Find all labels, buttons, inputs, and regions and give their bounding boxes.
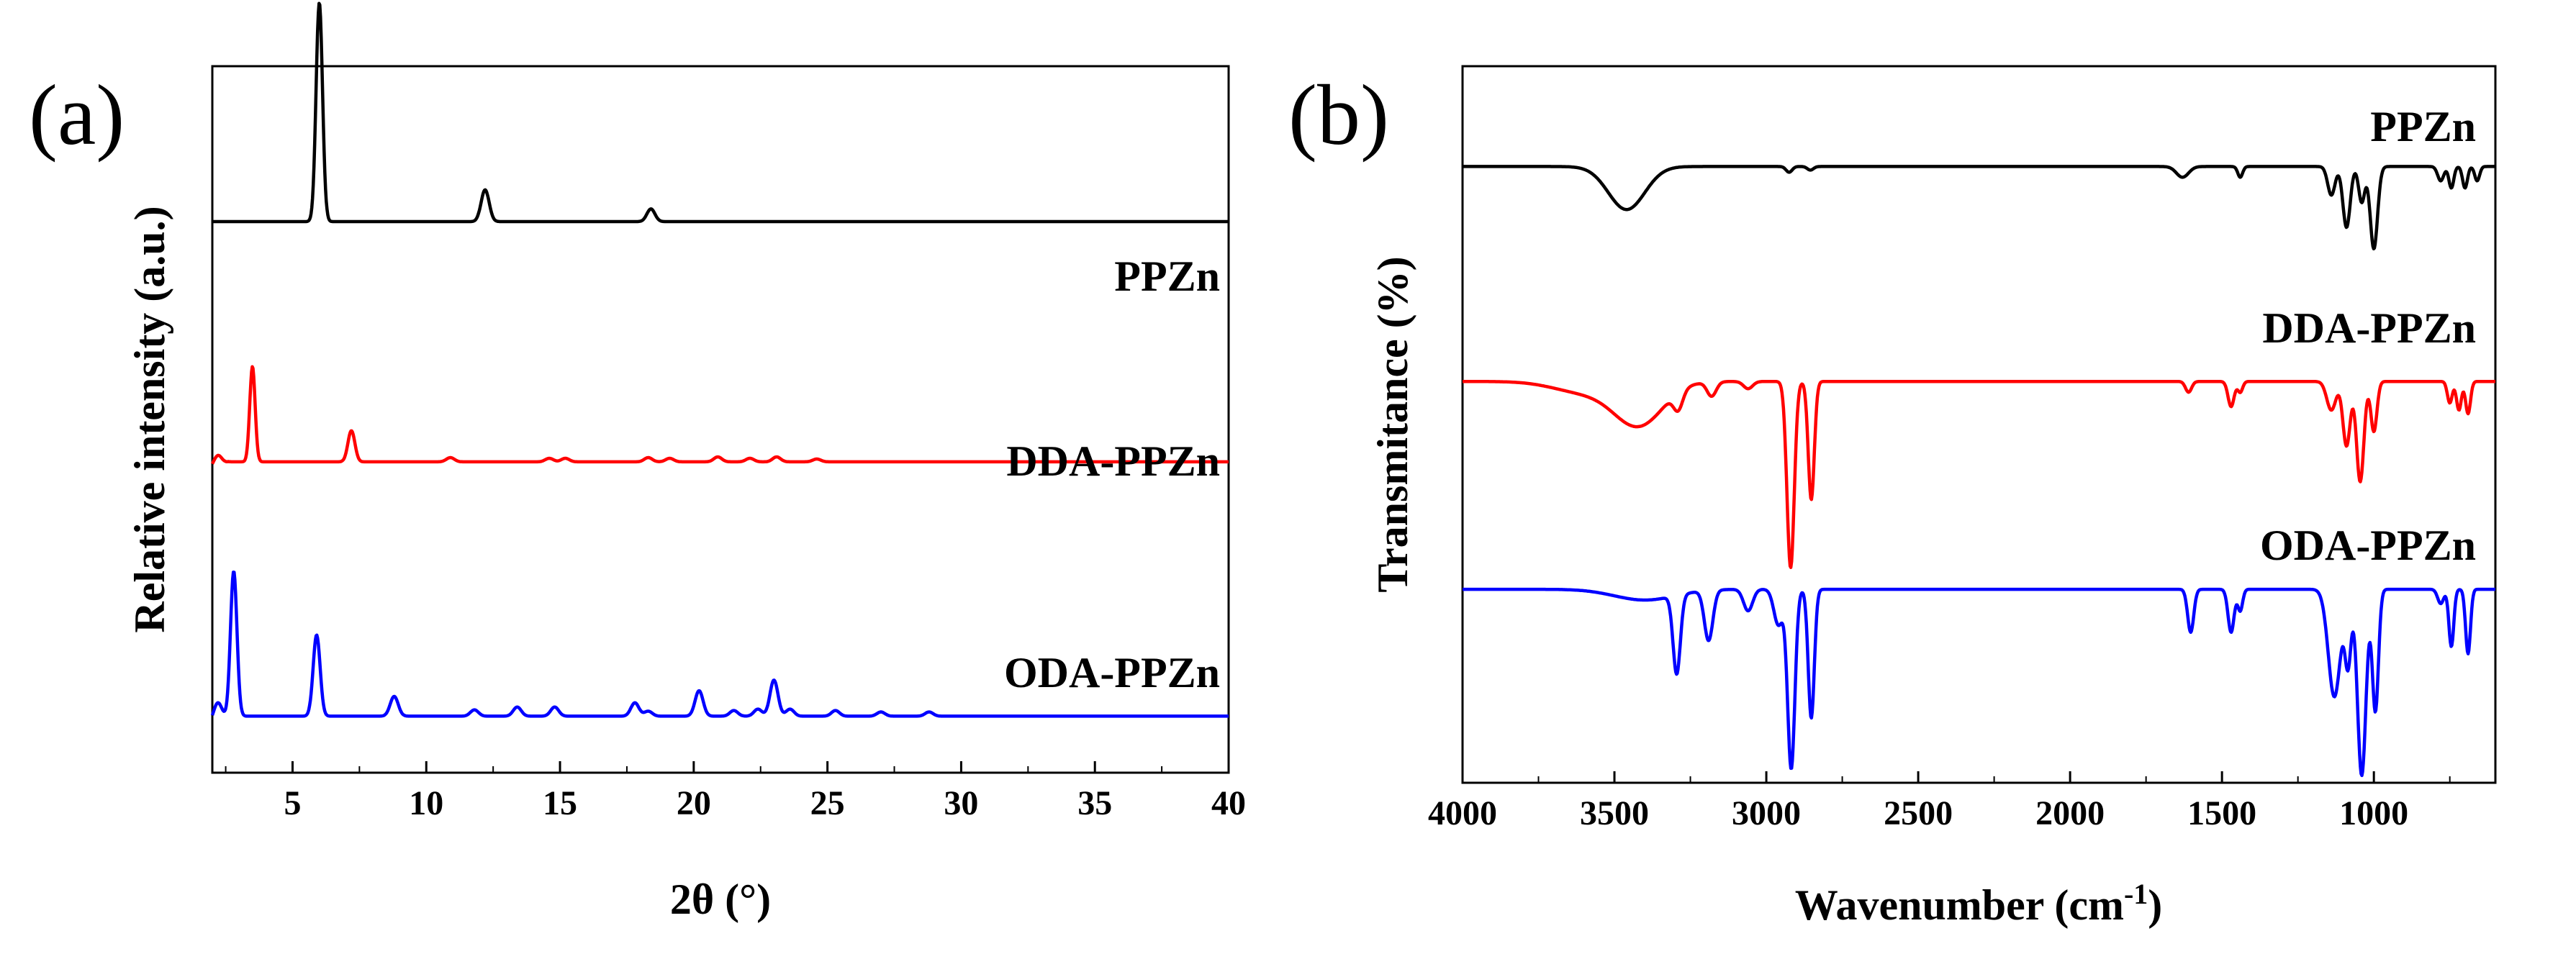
x-tick-label: 15	[543, 784, 577, 822]
panel-b-x-axis-title-main: Wavenumber (cm	[1795, 881, 2124, 929]
x-tick-label: 35	[1077, 784, 1112, 822]
panel-b-x-axis-title: Wavenumber (cm-1)	[1795, 878, 2163, 930]
panel-b-frame	[1461, 65, 2497, 784]
x-tick-label: 20	[677, 784, 711, 822]
series-label-ppzn: PPZn	[1114, 253, 1220, 300]
series-label-dda-ppzn: DDA-PPZn	[2262, 304, 2476, 352]
x-tick-label: 4000	[1428, 794, 1497, 832]
series-line-oda-ppzn	[1461, 587, 2497, 778]
x-tick-label: 5	[284, 784, 301, 822]
series-line-dda-ppzn	[211, 365, 1230, 465]
x-tick-label: 30	[944, 784, 978, 822]
panel-b-series: PPZn DDA-PPZn ODA-PPZn	[1461, 103, 2497, 778]
panel-b-x-ticks: 4000 3500 3000 2500 2000 1500 1000	[1428, 771, 2451, 832]
panel-a-series: PPZn DDA-PPZn ODA-PPZn	[210, 1, 1230, 718]
x-tick-label: 25	[810, 784, 845, 822]
x-tick-label: 2500	[1884, 794, 1953, 832]
x-tick-label: 2000	[2035, 794, 2105, 832]
panel-a-y-axis-title: Relative intensity (a.u.)	[126, 206, 173, 632]
panel-b-y-axis-title: Transmitance (%)	[1369, 256, 1416, 592]
series-label-dda-ppzn: DDA-PPZn	[1006, 437, 1220, 485]
x-tick-label: 1500	[2187, 794, 2256, 832]
panel-b-x-axis-title-suffix: )	[2148, 881, 2162, 929]
panel-b-x-axis-title-superscript: -1	[2124, 878, 2148, 910]
series-label-ppzn: PPZn	[2370, 103, 2476, 150]
series-line-ppzn	[211, 1, 1230, 224]
x-tick-label: 40	[1211, 784, 1246, 822]
x-tick-label: 1000	[2339, 794, 2408, 832]
x-tick-label: 3500	[1580, 794, 1649, 832]
series-label-oda-ppzn: ODA-PPZn	[2260, 522, 2476, 569]
panel-a-frame	[211, 65, 1230, 774]
panel-a-x-axis-title: 2θ (°)	[670, 876, 771, 923]
panel-b-label: (b)	[1288, 67, 1389, 163]
panel-a-x-ticks: 5 10 15 20 25 30 35 40	[225, 761, 1246, 822]
series-label-oda-ppzn: ODA-PPZn	[1004, 649, 1220, 696]
series-line-ppzn	[1461, 165, 2497, 251]
panel-a-label: (a)	[29, 67, 125, 163]
series-line-dda-ppzn	[1461, 379, 2497, 569]
x-tick-label: 3000	[1732, 794, 1801, 832]
x-tick-label: 10	[409, 784, 443, 822]
series-line-oda-ppzn	[210, 571, 1230, 718]
